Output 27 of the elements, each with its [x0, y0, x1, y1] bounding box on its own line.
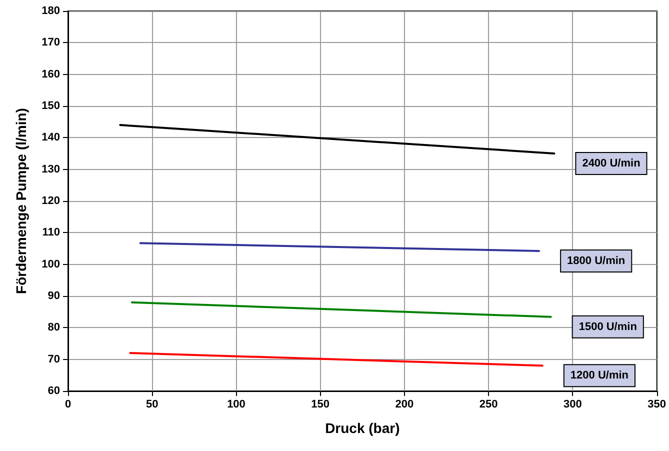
x-tick-label: 350 [648, 398, 666, 410]
y-tick-label: 130 [42, 163, 60, 176]
y-axis-title: Fördermenge Pumpe (l/min) [13, 108, 29, 294]
y-tick-label: 80 [48, 322, 60, 334]
x-tick-label: 150 [311, 398, 330, 410]
y-tick-label: 180 [42, 5, 60, 17]
y-tick-label: 90 [48, 290, 60, 302]
text: 1500 U/min [578, 320, 638, 333]
y-tick-label: 120 [42, 195, 60, 207]
x-tick-label: 300 [564, 398, 582, 410]
y-tick-label: 70 [48, 353, 60, 366]
y-tick-label: 140 [42, 132, 60, 144]
x-tick-label: 0 [64, 398, 72, 410]
x-tick-label: 200 [395, 398, 414, 410]
text: 1800 U/min [567, 255, 626, 268]
x-axis-title: Druck (bar) [325, 420, 400, 436]
y-tick-label: 160 [42, 68, 60, 80]
y-tick-label: 170 [42, 36, 60, 49]
x-tick-label: 250 [479, 398, 498, 410]
y-tick-label: 110 [42, 226, 60, 239]
x-tick-label: 50 [146, 398, 158, 410]
y-tick-label: 60 [48, 385, 60, 397]
y-tick-label: 100 [42, 258, 60, 270]
x-tick-label: 100 [227, 398, 246, 410]
y-tick-label: 150 [42, 100, 60, 112]
text: 2400 U/min [582, 158, 641, 170]
text: 1200 U/min [570, 370, 629, 382]
